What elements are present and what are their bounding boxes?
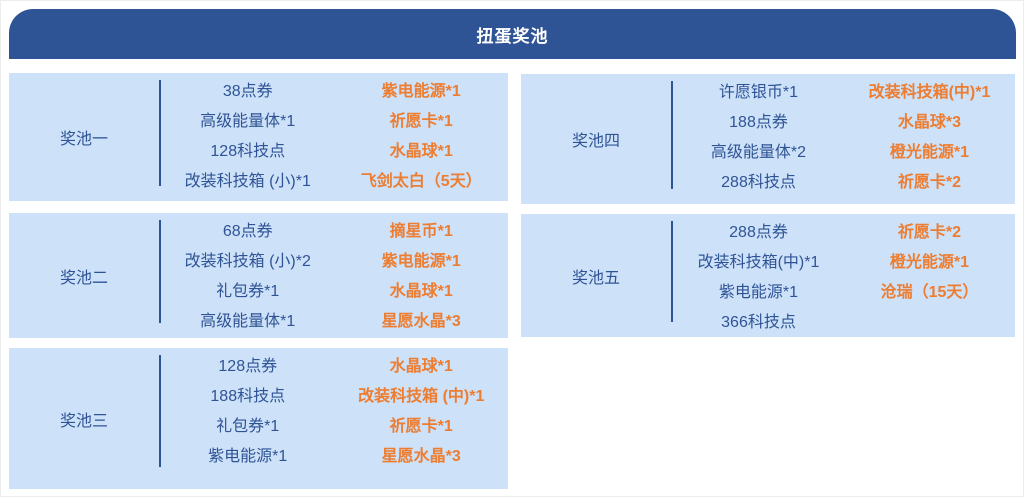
pool-4-reward-column: 改装科技箱(中)*1 水晶球*3 橙光能源*1 祈愿卡*2 bbox=[844, 78, 1015, 204]
vertical-divider bbox=[159, 220, 161, 323]
pool-5-content: 288点券 改装科技箱(中)*1 紫电能源*1 366科技点 祈愿卡*2 橙光能… bbox=[673, 214, 1015, 337]
page-title: 扭蛋奖池 bbox=[476, 26, 549, 46]
reward-item: 改装科技箱 (中)*1 bbox=[358, 388, 485, 405]
reward-item: 橙光能源*1 bbox=[889, 254, 970, 271]
cost-item: 紫电能源*1 bbox=[718, 284, 799, 301]
cost-item: 288科技点 bbox=[721, 174, 796, 191]
reward-item: 改装科技箱(中)*1 bbox=[868, 84, 991, 101]
reward-item: 祈愿卡*2 bbox=[897, 224, 962, 241]
pool-2-reward-column: 摘星币*1 紫电能源*1 水晶球*1 星愿水晶*3 bbox=[335, 217, 509, 338]
cost-item: 紫电能源*1 bbox=[208, 448, 288, 465]
cost-item: 288点券 bbox=[729, 224, 788, 241]
page-title-banner: 扭蛋奖池 bbox=[9, 9, 1016, 59]
pool-2-content: 68点券 改装科技箱 (小)*2 礼包券*1 高级能量体*1 摘星币*1 紫电能… bbox=[161, 213, 508, 338]
reward-item: 紫电能源*1 bbox=[381, 83, 461, 100]
pool-card-1: 奖池一 38点券 高级能量体*1 128科技点 改装科技箱 (小)*1 紫电能源… bbox=[9, 73, 508, 201]
reward-item: 星愿水晶*3 bbox=[381, 313, 461, 330]
pool-5-name: 奖池五 bbox=[571, 269, 620, 287]
vertical-divider bbox=[159, 355, 161, 467]
pool-card-4: 奖池四 许愿银币*1 188点券 高级能量体*2 288科技点 改装科技箱(中)… bbox=[521, 74, 1015, 204]
reward-item: 水晶球*1 bbox=[389, 143, 453, 160]
pool-2-cost-column: 68点券 改装科技箱 (小)*2 礼包券*1 高级能量体*1 bbox=[161, 217, 335, 338]
vertical-divider bbox=[159, 80, 161, 186]
pool-card-2: 奖池二 68点券 改装科技箱 (小)*2 礼包券*1 高级能量体*1 摘星币*1… bbox=[9, 213, 508, 338]
pool-4-content: 许愿银币*1 188点券 高级能量体*2 288科技点 改装科技箱(中)*1 水… bbox=[673, 74, 1015, 204]
pool-3-name: 奖池三 bbox=[59, 412, 108, 430]
pool-3-content: 128点券 188科技点 礼包券*1 紫电能源*1 水晶球*1 改装科技箱 (中… bbox=[161, 348, 508, 489]
pool-1-cost-column: 38点券 高级能量体*1 128科技点 改装科技箱 (小)*1 bbox=[161, 77, 335, 201]
cost-item: 38点券 bbox=[222, 83, 273, 100]
reward-item: 紫电能源*1 bbox=[381, 253, 461, 270]
pool-3-cost-column: 128点券 188科技点 礼包券*1 紫电能源*1 bbox=[161, 352, 335, 489]
reward-item: 摘星币*1 bbox=[389, 223, 453, 240]
reward-item: 水晶球*1 bbox=[389, 358, 453, 375]
reward-item: 水晶球*3 bbox=[897, 114, 962, 131]
cost-item: 礼包券*1 bbox=[216, 283, 280, 300]
cost-item: 高级能量体*1 bbox=[200, 113, 296, 130]
cost-item: 改装科技箱 (小)*2 bbox=[184, 253, 311, 270]
pool-1-content: 38点券 高级能量体*1 128科技点 改装科技箱 (小)*1 紫电能源*1 祈… bbox=[161, 73, 508, 201]
pool-4-cost-column: 许愿银币*1 188点券 高级能量体*2 288科技点 bbox=[673, 78, 844, 204]
cost-item: 188点券 bbox=[729, 114, 788, 131]
pool-5-reward-column: 祈愿卡*2 橙光能源*1 沧瑞（15天） bbox=[844, 218, 1015, 337]
cost-item: 改装科技箱 (小)*1 bbox=[184, 173, 311, 190]
reward-item: 飞剑太白（5天） bbox=[360, 173, 482, 190]
cost-item: 高级能量体*2 bbox=[710, 144, 807, 161]
vertical-divider bbox=[671, 221, 673, 322]
pool-2-name: 奖池二 bbox=[59, 269, 108, 287]
cost-item: 礼包券*1 bbox=[216, 418, 280, 435]
cost-item: 188科技点 bbox=[210, 388, 286, 405]
reward-item: 水晶球*1 bbox=[389, 283, 453, 300]
cost-item: 128点券 bbox=[218, 358, 278, 375]
cost-item: 高级能量体*1 bbox=[200, 313, 296, 330]
cost-item: 68点券 bbox=[222, 223, 273, 240]
pool-5-cost-column: 288点券 改装科技箱(中)*1 紫电能源*1 366科技点 bbox=[673, 218, 844, 337]
cost-item: 改装科技箱(中)*1 bbox=[697, 254, 820, 271]
reward-item: 祈愿卡*1 bbox=[389, 113, 453, 130]
reward-item: 沧瑞（15天） bbox=[880, 284, 979, 301]
pool-3-reward-column: 水晶球*1 改装科技箱 (中)*1 祈愿卡*1 星愿水晶*3 bbox=[335, 352, 509, 489]
cost-item: 许愿银币*1 bbox=[718, 84, 799, 101]
pool-1-reward-column: 紫电能源*1 祈愿卡*1 水晶球*1 飞剑太白（5天） bbox=[335, 77, 509, 201]
reward-item: 星愿水晶*3 bbox=[381, 448, 461, 465]
cost-item: 128科技点 bbox=[210, 143, 286, 160]
pool-card-5: 奖池五 288点券 改装科技箱(中)*1 紫电能源*1 366科技点 祈愿卡*2… bbox=[521, 214, 1015, 337]
pool-4-name: 奖池四 bbox=[571, 133, 620, 150]
reward-item: 祈愿卡*1 bbox=[389, 418, 453, 435]
cost-item: 366科技点 bbox=[721, 314, 796, 331]
reward-item bbox=[844, 308, 1015, 337]
vertical-divider bbox=[671, 81, 673, 189]
pool-card-3: 奖池三 128点券 188科技点 礼包券*1 紫电能源*1 水晶球*1 改装科技… bbox=[9, 348, 508, 489]
pool-1-name: 奖池一 bbox=[59, 131, 108, 148]
reward-item: 祈愿卡*2 bbox=[897, 174, 962, 191]
reward-item: 橙光能源*1 bbox=[889, 144, 970, 161]
